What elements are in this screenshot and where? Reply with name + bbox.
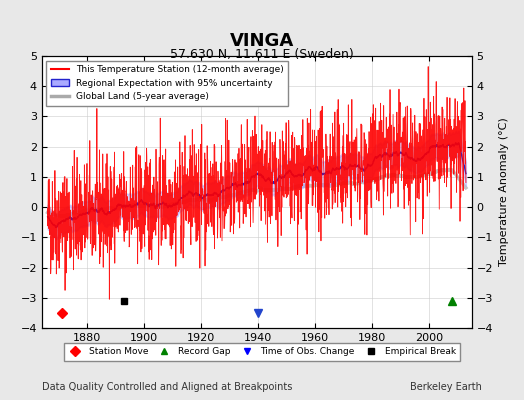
Legend: This Temperature Station (12-month average), Regional Expectation with 95% uncer: This Temperature Station (12-month avera… [47,60,289,106]
Text: Data Quality Controlled and Aligned at Breakpoints: Data Quality Controlled and Aligned at B… [42,382,292,392]
Text: Berkeley Earth: Berkeley Earth [410,382,482,392]
Y-axis label: Temperature Anomaly (°C): Temperature Anomaly (°C) [498,118,508,266]
Legend: Station Move, Record Gap, Time of Obs. Change, Empirical Break: Station Move, Record Gap, Time of Obs. C… [64,343,460,361]
Text: VINGA: VINGA [230,32,294,50]
Text: 57.630 N, 11.611 E (Sweden): 57.630 N, 11.611 E (Sweden) [170,48,354,61]
